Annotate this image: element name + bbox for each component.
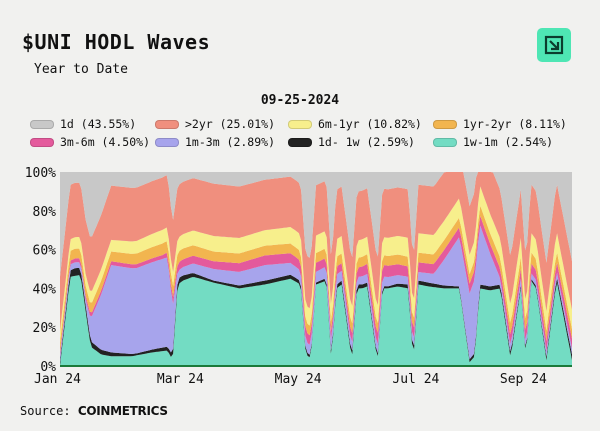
legend-label: 1d- 1w (2.59%) — [318, 135, 415, 149]
series-area-1w-1m — [60, 275, 572, 366]
legend-swatch — [288, 119, 312, 129]
legend-swatch — [433, 137, 457, 147]
legend-item: 1d (43.55%) — [30, 117, 155, 131]
x-tick-label: Mar 24 — [157, 372, 204, 387]
legend-item: 1m-3m (2.89%) — [155, 135, 288, 149]
legend-label: 1m-3m (2.89%) — [185, 135, 276, 149]
legend-swatch — [30, 119, 54, 129]
legend-swatch — [288, 137, 312, 147]
legend-item: 3m-6m (4.50%) — [30, 135, 155, 149]
y-tick-label: 60% — [33, 244, 57, 259]
logo-icon — [537, 28, 571, 62]
series-area-1d — [60, 172, 572, 277]
x-tick-label: May 24 — [275, 372, 322, 387]
source-label: Source: — [20, 404, 71, 418]
y-tick-label: 40% — [33, 282, 57, 297]
y-tick-label: 0% — [40, 360, 56, 375]
chart-title: $UNI HODL Waves — [22, 30, 211, 54]
legend-item: >2yr (25.01%) — [155, 117, 288, 131]
x-tick-label: Jul 24 — [392, 372, 439, 387]
legend-label: 1yr-2yr (8.11%) — [463, 117, 567, 131]
legend-swatch — [155, 137, 179, 147]
y-tick-label: 80% — [33, 205, 57, 220]
x-tick-label: Sep 24 — [500, 372, 547, 387]
legend-label: >2yr (25.01%) — [185, 117, 276, 131]
hodl-area-chart: 0% 20% 40% 60% 80% 100% Jan 24 Mar 24 May 24 Jul … — [25, 166, 572, 387]
legend-item: 1d- 1w (2.59%) — [288, 135, 433, 149]
legend-swatch — [155, 119, 179, 129]
legend: 1d (43.55%) >2yr (25.01%) 6m-1yr (10.82%) 1… — [30, 117, 575, 149]
legend-label: 6m-1yr (10.82%) — [318, 117, 422, 131]
series-area-1m-3m — [60, 225, 572, 363]
chart-subtitle: Year to Date — [34, 62, 128, 77]
arrow-logo-icon — [544, 35, 564, 55]
source-brand: COINMETRICS — [77, 404, 168, 418]
series-area-3m-6m — [60, 215, 572, 357]
series-area-1yr-2yr — [60, 205, 572, 353]
legend-label: 3m-6m (4.50%) — [60, 135, 151, 149]
legend-item: 1yr-2yr (8.11%) — [433, 117, 575, 131]
source-line: Source: COINMETRICS — [20, 404, 168, 418]
y-tick-label: 20% — [33, 321, 57, 336]
legend-item: 1w-1m (2.54%) — [433, 135, 575, 149]
series-area-6m-1yr — [60, 186, 572, 343]
legend-label: 1d (43.55%) — [60, 117, 137, 131]
legend-label: 1w-1m (2.54%) — [463, 135, 554, 149]
series-area->2yr — [60, 172, 572, 332]
legend-swatch — [433, 119, 457, 129]
chart-date: 09-25-2024 — [260, 93, 340, 108]
legend-item: 6m-1yr (10.82%) — [288, 117, 433, 131]
series-area-1d-1w — [60, 268, 572, 366]
y-tick-label: 100% — [25, 166, 56, 181]
legend-swatch — [30, 137, 54, 147]
x-tick-label: Jan 24 — [34, 372, 81, 387]
